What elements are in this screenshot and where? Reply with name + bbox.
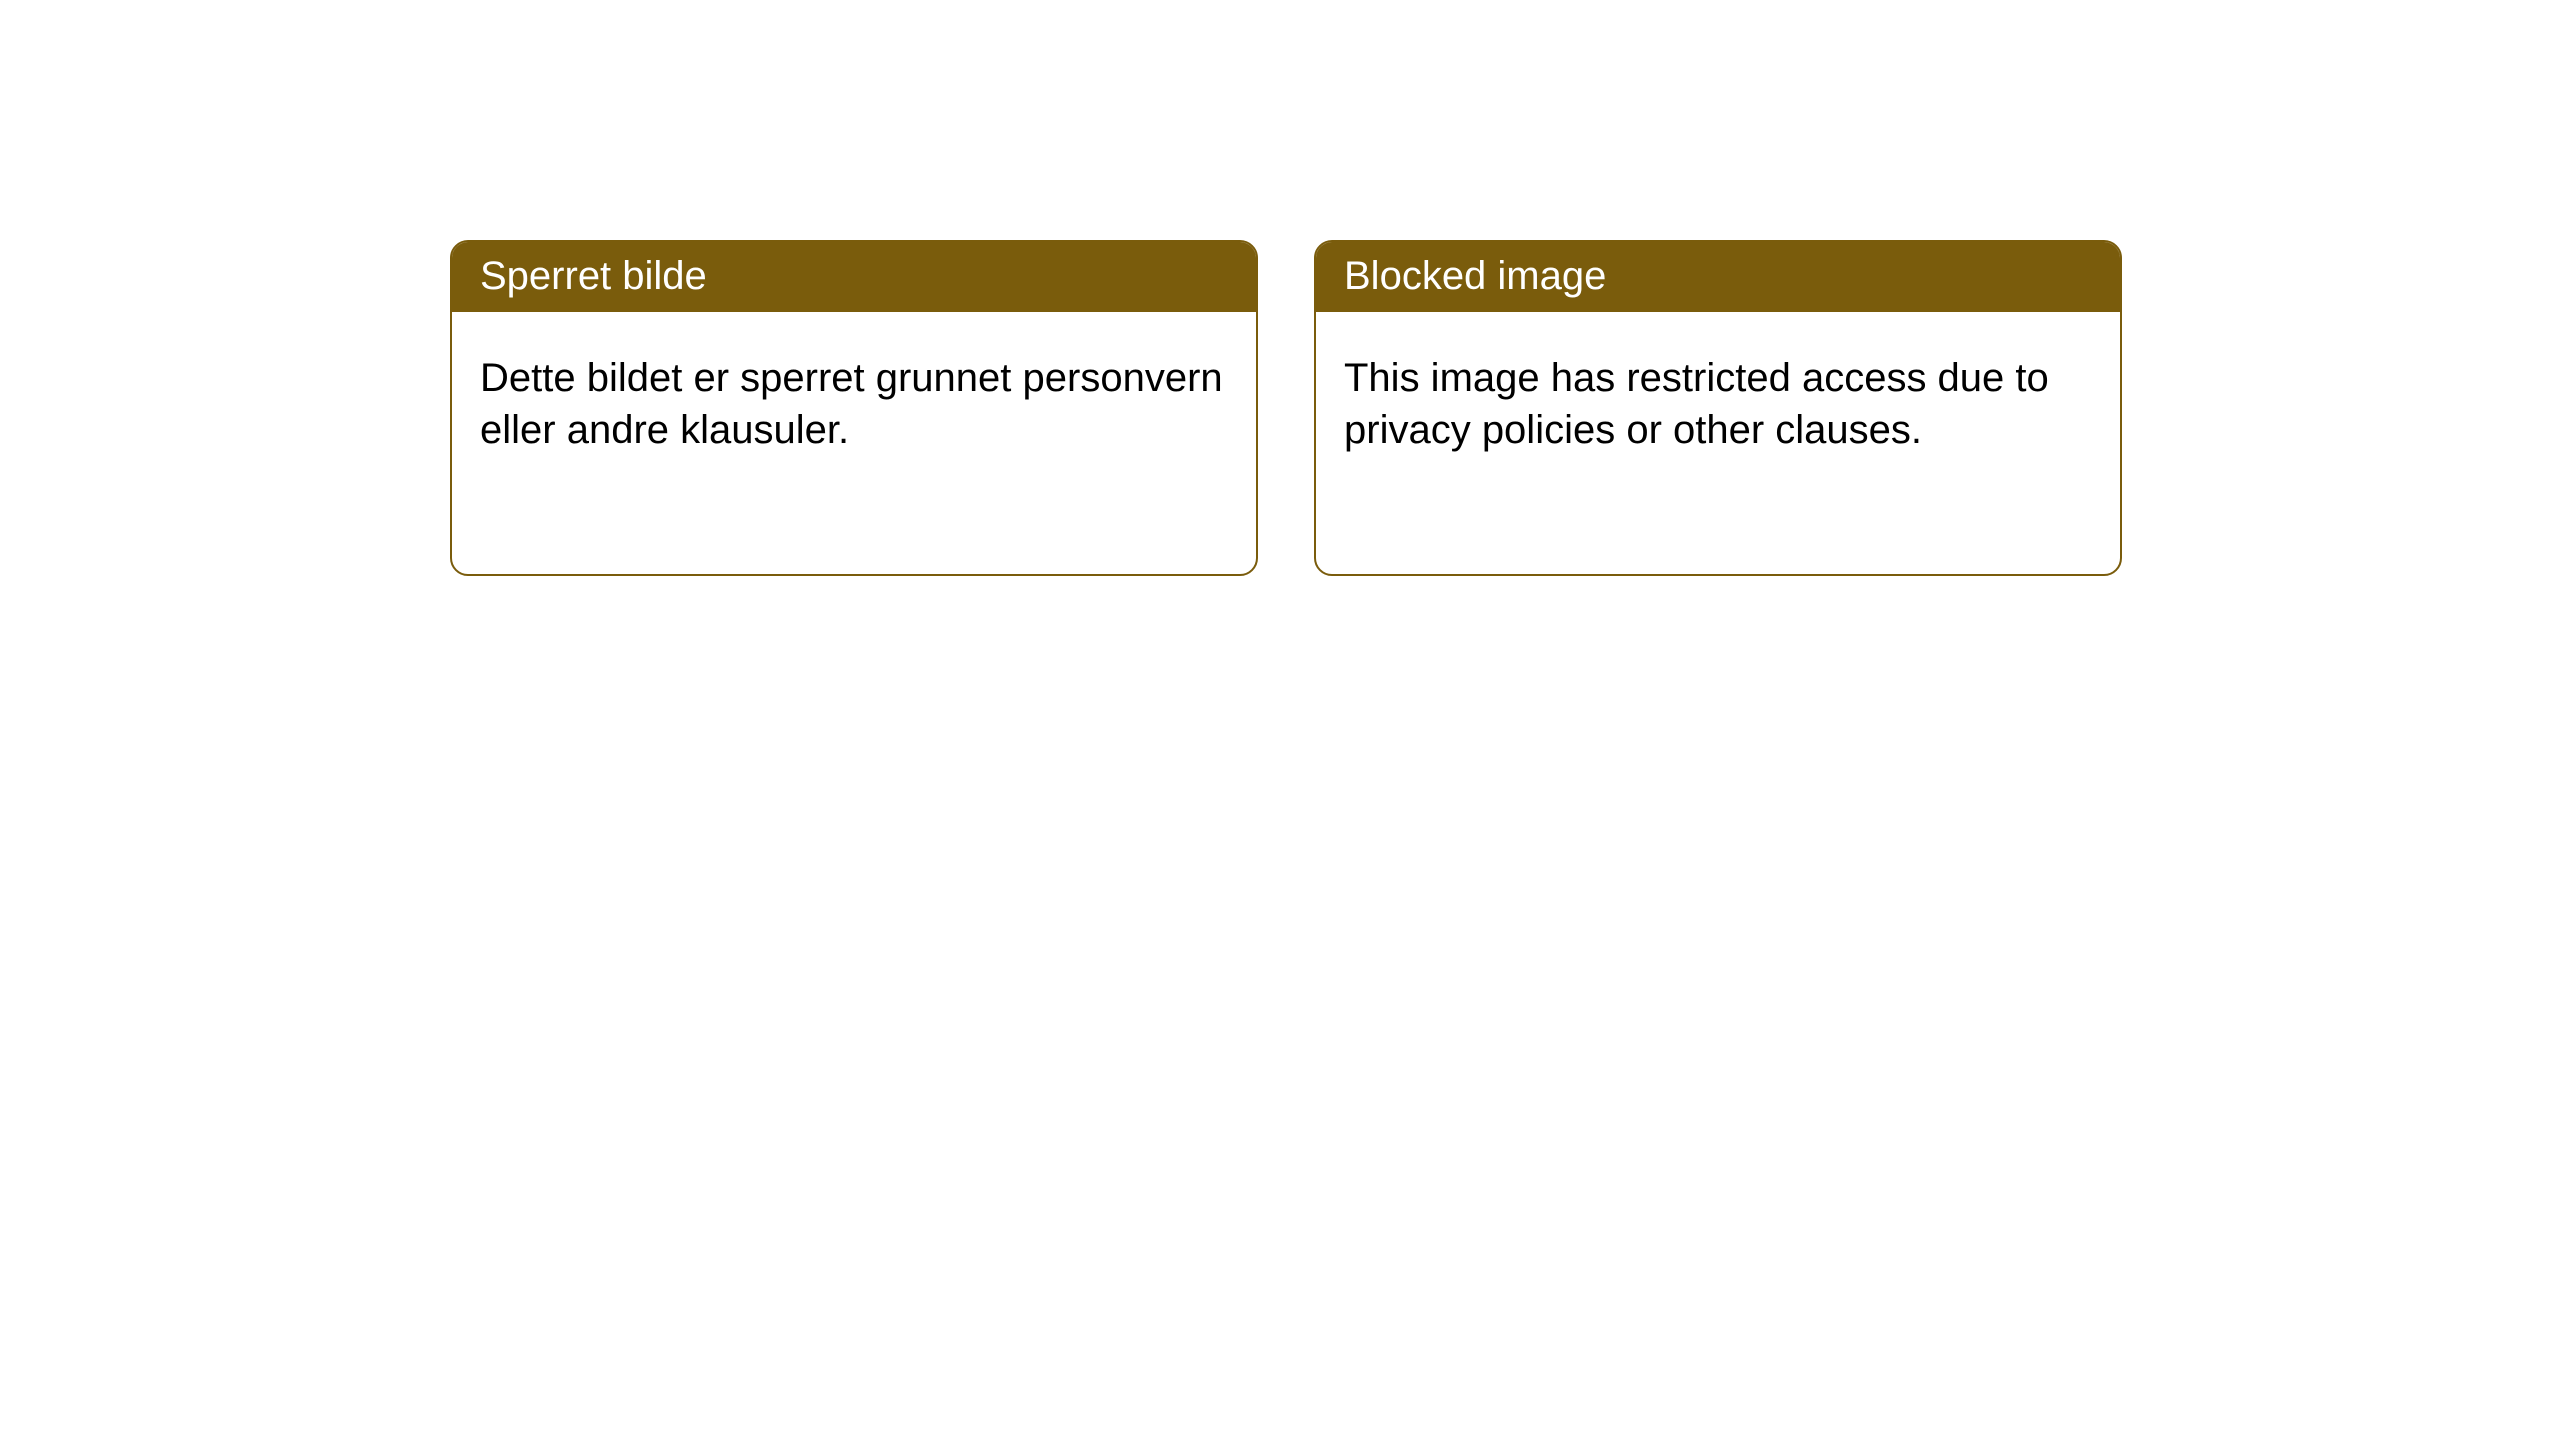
notice-card-english: Blocked image This image has restricted … — [1314, 240, 2122, 576]
notice-card-norwegian: Sperret bilde Dette bildet er sperret gr… — [450, 240, 1258, 576]
notice-container: Sperret bilde Dette bildet er sperret gr… — [0, 0, 2560, 576]
notice-header: Blocked image — [1316, 242, 2120, 312]
notice-body: Dette bildet er sperret grunnet personve… — [452, 312, 1256, 484]
notice-header: Sperret bilde — [452, 242, 1256, 312]
notice-body: This image has restricted access due to … — [1316, 312, 2120, 484]
